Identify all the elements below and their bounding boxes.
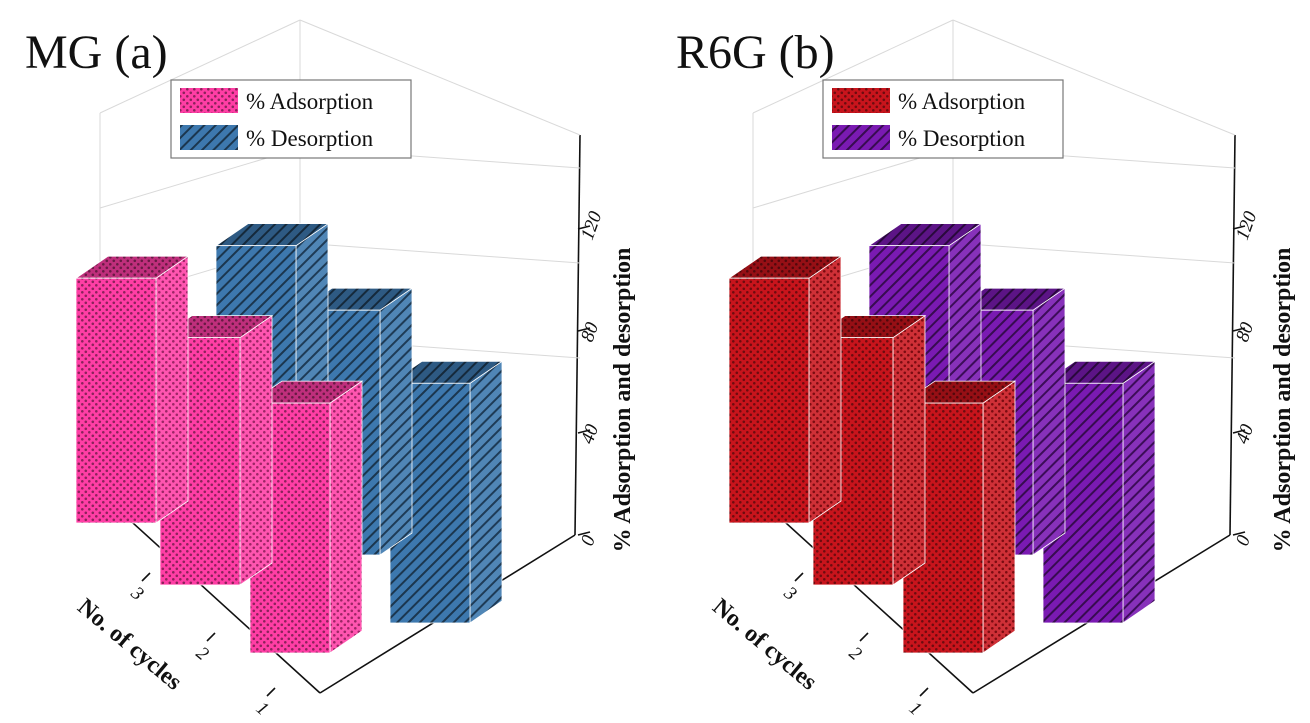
axis-frame-line	[99, 492, 321, 694]
chart-r6g-y-axis-title: % Adsorption and desorption	[1270, 248, 1296, 553]
legend-swatch-desorption	[180, 125, 238, 150]
y-tick-label: 0	[1232, 532, 1255, 549]
chart-mg-x-axis-title: No. of cycles	[72, 594, 186, 696]
legend-swatch-adsorption	[832, 88, 890, 113]
y-tick-label: 80	[1232, 319, 1258, 345]
y-tick-label: 80	[577, 319, 603, 345]
legend-swatch-adsorption	[180, 88, 238, 113]
axis-frame-line	[752, 492, 974, 694]
y-tick-mark	[1232, 531, 1246, 536]
x-tick-label: 2	[192, 643, 213, 666]
x-tick-mark	[794, 572, 804, 582]
chart-mg-title: MG (a)	[25, 26, 168, 79]
y-tick-mark	[1232, 225, 1246, 230]
y-tick-mark	[1232, 327, 1246, 332]
chart-r6g-legend: % Adsorption % Desorption	[822, 79, 1064, 159]
bar-adsorption-cycle-3	[727, 255, 843, 524]
grid-line	[952, 242, 1236, 264]
y-tick-label: 40	[577, 421, 603, 447]
chart-mg-y-axis-title: % Adsorption and desorption	[610, 248, 636, 553]
axis-frame-line	[574, 134, 581, 536]
x-tick-label: 1	[252, 698, 273, 720]
chart-r6g-title: R6G (b)	[676, 26, 835, 79]
chart-mg-legend: % Adsorption % Desorption	[170, 79, 412, 159]
chart-r6g: 0 40 80 120 1 2 3 R6G (b) % Adsorption and des…	[676, 19, 1296, 720]
y-tick-label: 0	[577, 532, 600, 549]
legend-label-desorption: % Desorption	[898, 126, 1026, 151]
x-tick-label: 3	[126, 582, 148, 605]
y-tick-mark	[577, 225, 591, 230]
legend-swatch-desorption	[832, 125, 890, 150]
chart-r6g-x-axis-title: No. of cycles	[707, 594, 821, 696]
y-tick-mark	[1232, 429, 1246, 434]
x-tick-label: 3	[779, 582, 801, 605]
chart-r6g-bars	[727, 222, 1157, 654]
legend-label-adsorption: % Adsorption	[898, 89, 1026, 114]
x-tick-mark	[266, 687, 276, 697]
x-tick-mark	[141, 572, 151, 582]
x-tick-label: 2	[845, 643, 866, 666]
y-tick-mark	[577, 429, 591, 434]
legend-label-adsorption: % Adsorption	[246, 89, 374, 114]
chart-mg-frame	[99, 19, 581, 694]
bar-adsorption-cycle-2	[811, 314, 927, 586]
y-tick-mark	[577, 327, 591, 332]
x-tick-label: 1	[905, 698, 926, 720]
legend-label-desorption: % Desorption	[246, 126, 374, 151]
y-tick-mark	[577, 531, 591, 536]
x-tick-mark	[206, 632, 216, 642]
axis-frame-line	[1229, 134, 1236, 536]
axis-frame-line	[752, 19, 954, 114]
chart-mg-bars	[74, 222, 504, 654]
x-tick-mark	[859, 632, 869, 642]
y-tick-label: 120	[577, 208, 607, 242]
axis-frame-line	[99, 19, 301, 114]
chart-mg: 0 40 80 120 1 2 3 MG (a) % Adsorption and deso…	[25, 19, 636, 720]
y-tick-label: 40	[1232, 421, 1258, 447]
x-tick-mark	[919, 687, 929, 697]
y-tick-label: 120	[1232, 208, 1262, 242]
axis-frame-line	[952, 19, 1236, 136]
bar-adsorption-cycle-3	[74, 255, 190, 524]
axis-frame-line	[299, 19, 581, 136]
grid-line	[299, 242, 581, 264]
